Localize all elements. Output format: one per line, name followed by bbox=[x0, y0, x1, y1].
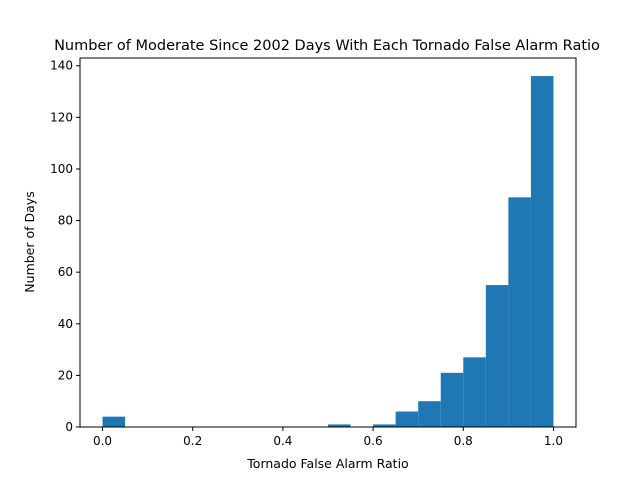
histogram-bar bbox=[418, 401, 441, 427]
histogram-bar bbox=[440, 372, 464, 427]
histogram-bar bbox=[373, 424, 396, 427]
x-axis-ticks: 0.0 0.2 0.4 0.6 0.8 1.0 bbox=[93, 427, 563, 448]
histogram-bar bbox=[395, 411, 419, 427]
plot-frame bbox=[79, 57, 577, 428]
x-tick-label: 0.2 bbox=[183, 434, 202, 448]
y-axis-label: Number of Days bbox=[22, 191, 37, 292]
y-tick-label: 100 bbox=[50, 162, 73, 176]
x-axis-label: Tornado False Alarm Ratio bbox=[246, 456, 408, 471]
x-tick-label: 0.0 bbox=[93, 434, 112, 448]
y-tick-label: 40 bbox=[58, 317, 73, 331]
y-tick-label: 0 bbox=[65, 420, 73, 434]
y-axis-ticks: 0 20 40 60 80 100 120 140 bbox=[50, 59, 80, 434]
x-tick-label: 0.4 bbox=[273, 434, 292, 448]
histogram-bar bbox=[508, 197, 531, 427]
y-tick-label: 120 bbox=[50, 110, 73, 124]
x-tick-label: 1.0 bbox=[544, 434, 563, 448]
histogram-bar bbox=[328, 424, 351, 427]
y-tick-label: 20 bbox=[58, 368, 73, 382]
histogram-bar bbox=[102, 416, 126, 427]
histogram-bar bbox=[530, 76, 554, 428]
x-tick-label: 0.6 bbox=[364, 434, 383, 448]
histogram-bar bbox=[485, 285, 509, 427]
chart-title: Number of Moderate Since 2002 Days With … bbox=[54, 38, 600, 54]
x-tick-label: 0.8 bbox=[454, 434, 473, 448]
y-tick-label: 80 bbox=[58, 214, 73, 228]
y-tick-label: 60 bbox=[58, 265, 73, 279]
histogram-bar bbox=[463, 357, 486, 427]
bars-group bbox=[102, 76, 554, 428]
y-tick-label: 140 bbox=[50, 59, 73, 73]
